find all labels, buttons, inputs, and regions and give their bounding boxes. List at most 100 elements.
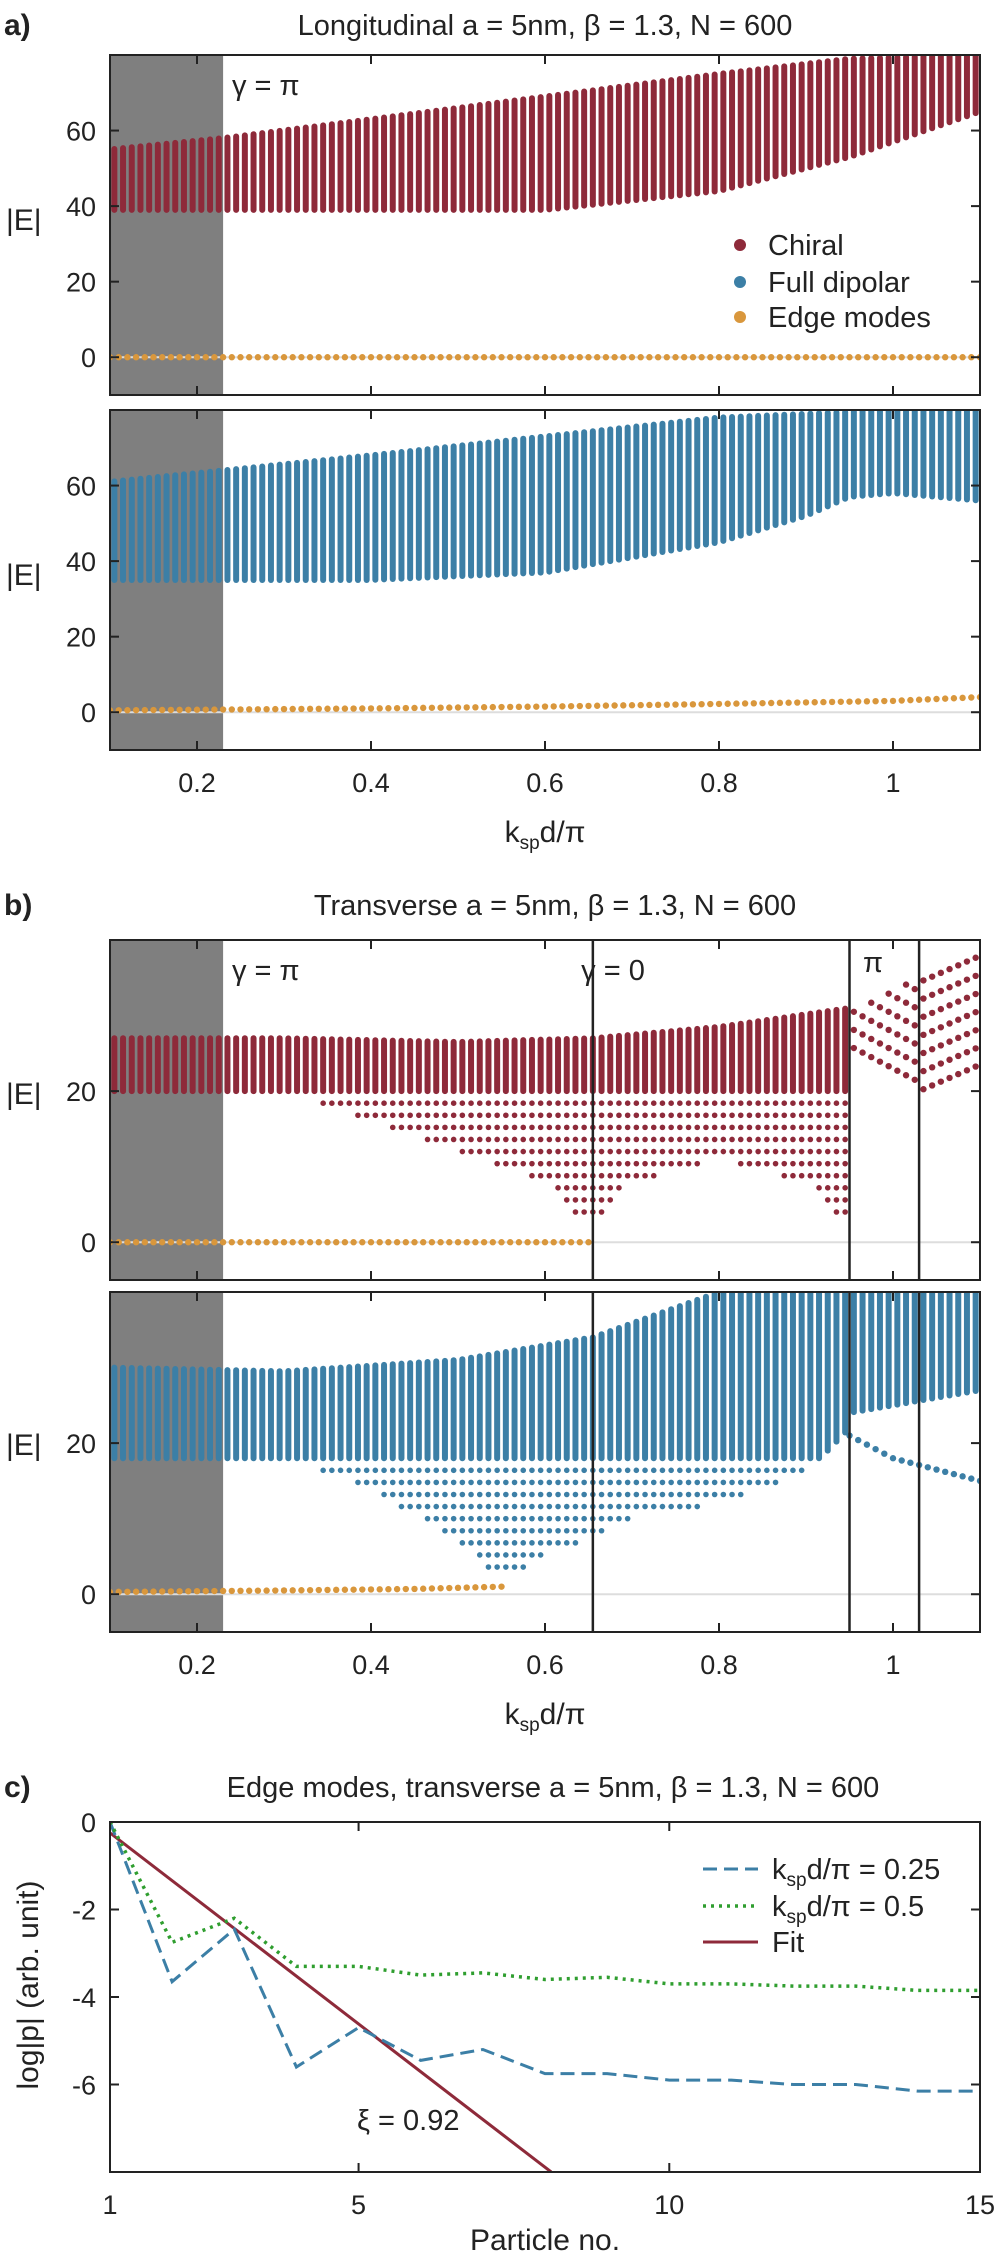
edge-mode-point bbox=[741, 700, 749, 707]
isolated-mode-point bbox=[898, 1457, 905, 1464]
band-point bbox=[772, 1124, 779, 1131]
edge-mode-point bbox=[576, 354, 583, 361]
band-point bbox=[833, 1148, 840, 1155]
y-tick-label: -4 bbox=[72, 1983, 96, 2013]
isolated-mode-point bbox=[863, 1441, 871, 1448]
edge-mode-point bbox=[341, 354, 349, 361]
band-point bbox=[563, 1100, 570, 1106]
band-point bbox=[824, 1185, 831, 1191]
panel-c-ylabel: log|p| (arb. unit) bbox=[12, 1880, 45, 2089]
band-point bbox=[355, 1467, 361, 1474]
band-point bbox=[529, 1124, 535, 1131]
edge-mode-point bbox=[454, 1584, 462, 1592]
panel-b-bottom-dipolar-band bbox=[111, 1292, 979, 1570]
band-point bbox=[807, 1124, 814, 1131]
edge-mode-point bbox=[524, 354, 531, 361]
edge-mode-point bbox=[446, 1239, 453, 1246]
band-point bbox=[633, 1172, 640, 1179]
x-tick-label: 5 bbox=[351, 2190, 366, 2220]
band-point bbox=[772, 1136, 779, 1143]
band-point bbox=[694, 1148, 701, 1155]
band-point bbox=[703, 1479, 709, 1486]
band-point bbox=[494, 1540, 500, 1546]
edge-mode-point bbox=[646, 354, 653, 361]
band-point bbox=[572, 1148, 579, 1155]
band-point bbox=[616, 1515, 622, 1522]
band-point bbox=[798, 1160, 805, 1167]
edge-mode-point bbox=[498, 703, 505, 711]
band-point bbox=[790, 1467, 796, 1474]
edge-mode-point bbox=[246, 1587, 253, 1594]
legend-c-025-main: k bbox=[772, 1854, 787, 1886]
y-tick-label: -2 bbox=[72, 1896, 96, 1926]
band-point bbox=[511, 1503, 518, 1510]
edge-mode-point bbox=[437, 1585, 444, 1592]
band-point bbox=[546, 1100, 553, 1106]
band-point bbox=[824, 1124, 831, 1131]
band-point bbox=[450, 1467, 457, 1474]
legend-chiral-label: Chiral bbox=[768, 230, 844, 262]
x-tick-label: 10 bbox=[654, 2190, 684, 2220]
band-point bbox=[746, 1148, 753, 1155]
band-point bbox=[920, 1013, 927, 1020]
edge-mode-point bbox=[620, 354, 627, 361]
panel-c-label: c) bbox=[4, 1771, 31, 1804]
band-point bbox=[520, 1564, 527, 1570]
edge-mode-point bbox=[846, 698, 853, 705]
edge-mode-point bbox=[724, 700, 731, 707]
edge-mode-point bbox=[254, 354, 262, 361]
edge-mode-point bbox=[254, 1239, 262, 1246]
band-point bbox=[842, 1112, 848, 1119]
panel-a-top-chiral-band bbox=[111, 55, 979, 213]
edge-mode-point bbox=[715, 700, 723, 708]
band-point bbox=[963, 1067, 971, 1074]
edge-mode-point bbox=[567, 354, 575, 361]
edge-mode-point bbox=[559, 354, 566, 361]
band-point bbox=[537, 1160, 544, 1167]
edge-mode-point bbox=[167, 1588, 175, 1595]
edge-mode-point bbox=[472, 1239, 479, 1246]
band-point bbox=[537, 1552, 544, 1558]
edge-mode-point bbox=[324, 354, 331, 361]
band-point bbox=[442, 1467, 448, 1474]
band-point bbox=[624, 1479, 631, 1486]
band-point bbox=[537, 1172, 544, 1179]
edge-mode-point bbox=[246, 354, 253, 361]
band-point bbox=[937, 1078, 945, 1085]
band-point bbox=[928, 1064, 936, 1071]
band-point bbox=[459, 1112, 466, 1119]
edge-mode-point bbox=[202, 354, 209, 361]
band-point bbox=[772, 1100, 779, 1106]
edge-mode-point bbox=[585, 1239, 592, 1246]
band-point bbox=[650, 1148, 657, 1155]
band-point bbox=[468, 1527, 474, 1534]
band-point bbox=[650, 1160, 657, 1167]
band-point bbox=[729, 1148, 735, 1155]
edge-mode-point bbox=[141, 1239, 148, 1246]
band-point bbox=[859, 1031, 866, 1038]
band-point bbox=[703, 1136, 709, 1143]
band-point bbox=[894, 1013, 901, 1020]
band-point bbox=[433, 1100, 440, 1106]
band-point bbox=[711, 1124, 718, 1131]
band-point bbox=[650, 1124, 657, 1131]
band-point bbox=[416, 1124, 422, 1131]
edge-mode-point bbox=[428, 354, 436, 361]
band-point bbox=[920, 1086, 927, 1093]
panel-a-xlabel-sub: sp bbox=[520, 833, 540, 854]
panel-a-bottom-dipolar-band bbox=[111, 410, 979, 583]
band-point bbox=[876, 1004, 884, 1011]
y-tick-label: 20 bbox=[66, 1429, 96, 1459]
band-point bbox=[529, 1112, 535, 1119]
panel-c-y-ticks: 0 -2 -4 -6 bbox=[72, 1808, 980, 2101]
edge-mode-point bbox=[237, 1239, 244, 1246]
panel-a-title: Longitudinal a = 5nm, β = 1.3, N = 600 bbox=[298, 10, 793, 42]
band-point bbox=[798, 1136, 805, 1143]
edge-mode-point bbox=[602, 354, 610, 361]
band-point bbox=[581, 1160, 587, 1167]
band-point bbox=[598, 1100, 605, 1106]
edge-mode-point bbox=[289, 354, 296, 361]
isolated-mode-point bbox=[889, 1455, 897, 1462]
panel-c-x-ticks: 1 5 10 15 bbox=[102, 1822, 995, 2220]
band-point bbox=[329, 1100, 335, 1106]
